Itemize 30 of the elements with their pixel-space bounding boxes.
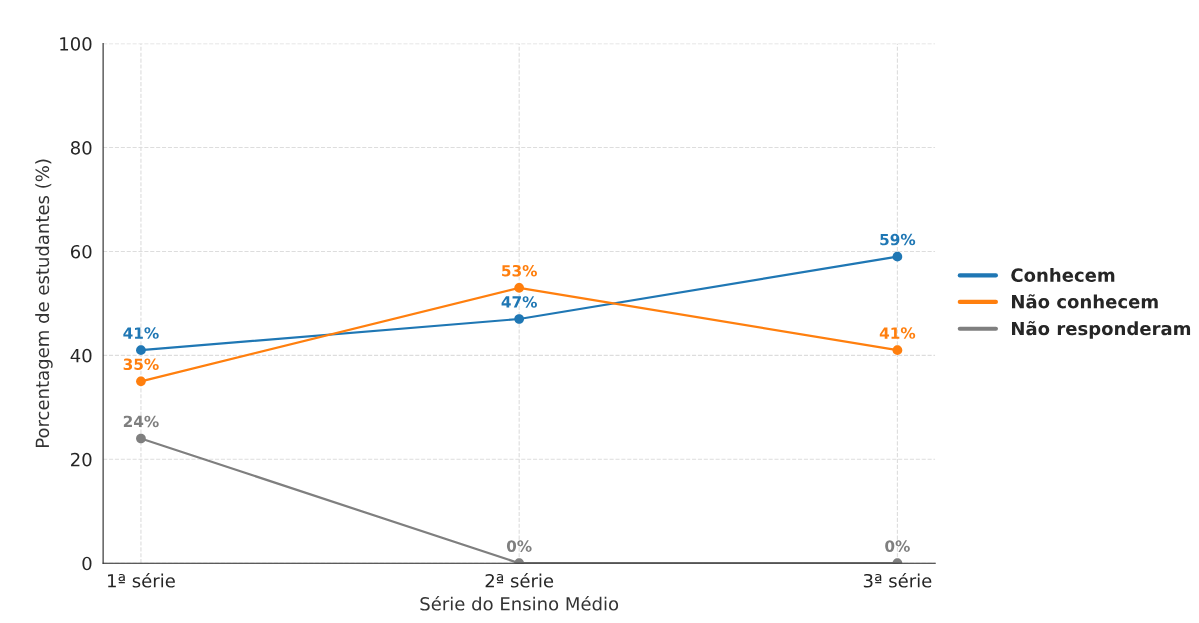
- data-label: 24%: [123, 415, 159, 428]
- data-label: 47%: [501, 296, 537, 308]
- y-tick-label: 20: [71, 452, 92, 467]
- x-axis-title: Série do Ensino Médio: [420, 595, 619, 611]
- y-tick-label: 60: [70, 244, 92, 259]
- legend-label: Conhecem: [1011, 268, 1115, 282]
- point: [892, 345, 903, 356]
- data-label: 41%: [879, 327, 916, 339]
- legend-label: Não responderam: [1012, 321, 1191, 339]
- y-tick-label: 0: [82, 556, 92, 571]
- point: [514, 314, 525, 324]
- y-tick-label: 80: [70, 140, 92, 155]
- y-tick-label: 40: [70, 348, 92, 363]
- data-label: 53%: [502, 264, 537, 277]
- point: [136, 376, 146, 387]
- data-label: 35%: [123, 358, 159, 371]
- point: [136, 345, 146, 356]
- y-tick-label: 100: [60, 37, 92, 51]
- legend-label: Não conhecem: [1012, 294, 1158, 309]
- data-label: 41%: [123, 327, 159, 339]
- point: [514, 282, 525, 293]
- data-label: 59%: [880, 233, 916, 246]
- x-tick-label: 1ª série: [108, 572, 175, 588]
- x-tick-label: 2ª série: [485, 572, 554, 588]
- data-label: 0%: [885, 540, 910, 552]
- point: [136, 433, 146, 444]
- x-tick-label: 3ª série: [863, 572, 932, 588]
- y-axis-title: Porcentagem de estudantes (%): [35, 159, 53, 447]
- point: [892, 251, 903, 262]
- data-label: 0%: [506, 540, 532, 552]
